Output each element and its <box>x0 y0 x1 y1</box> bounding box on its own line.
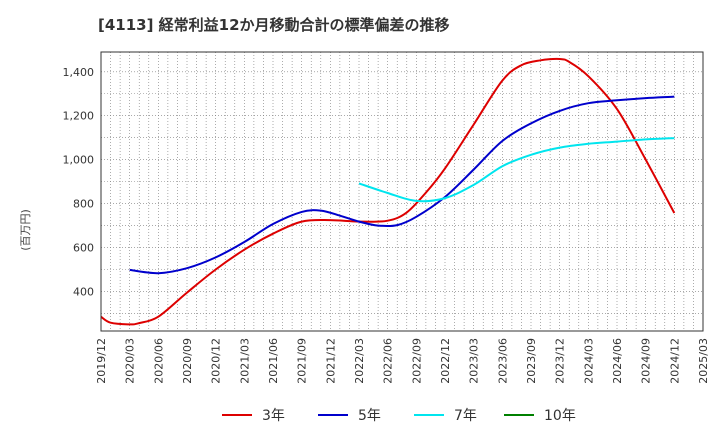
legend-label: 7年 <box>454 408 477 424</box>
legend: 3年 5年 7年 10年 <box>0 402 720 428</box>
x-tick-label: 2023/06 <box>496 338 509 384</box>
plot-frame <box>100 51 704 332</box>
x-tick-label: 2023/12 <box>554 338 567 384</box>
x-tick-label: 2022/06 <box>382 338 395 384</box>
grid <box>100 52 704 331</box>
x-tick-label: 2024/03 <box>582 338 595 384</box>
x-tick-label: 2024/06 <box>611 338 624 384</box>
legend-swatch <box>504 414 534 416</box>
x-tick-label: 2021/12 <box>324 338 337 384</box>
y-tick-label: 1,400 <box>63 66 95 79</box>
x-tick-label: 2024/12 <box>668 338 681 384</box>
legend-label: 10年 <box>544 408 576 424</box>
x-tick-label: 2023/09 <box>525 338 538 384</box>
x-tick-label: 2022/12 <box>439 338 452 384</box>
x-tick-label: 2025/03 <box>697 338 710 384</box>
x-tick-label: 2019/12 <box>95 338 108 384</box>
x-tick-label: 2021/03 <box>238 338 251 384</box>
x-tick-label: 2022/09 <box>410 338 423 384</box>
legend-item: 5年 <box>318 402 381 428</box>
x-tick-label: 2020/12 <box>210 338 223 384</box>
legend-label: 5年 <box>358 408 381 424</box>
legend-item: 10年 <box>504 402 576 428</box>
legend-swatch <box>414 414 444 416</box>
legend-swatch <box>318 414 348 416</box>
legend-label: 3年 <box>262 408 285 424</box>
x-tick-label: 2024/09 <box>640 338 653 384</box>
x-tick-label: 2020/06 <box>152 338 165 384</box>
y-tick-label: 1,000 <box>63 154 95 167</box>
legend-item: 3年 <box>222 402 285 428</box>
x-tick-labels: 2019/12 2020/03 2020/06 2020/09 2020/12 2021/… <box>95 338 710 384</box>
x-tick-label: 2022/03 <box>353 338 366 384</box>
series-line-1 <box>100 57 676 326</box>
y-tick-label: 600 <box>73 242 94 255</box>
y-tick-label: 800 <box>73 198 94 211</box>
y-tick-labels: 400 600 800 1,000 1,200 1,400 <box>63 66 95 299</box>
series-line-3 <box>358 137 675 203</box>
x-tick-label: 2020/09 <box>181 338 194 384</box>
chart-title: [4113] 経常利益12か月移動合計の標準偏差の推移 <box>98 16 450 34</box>
legend-swatch <box>222 414 252 416</box>
x-tick-label: 2021/06 <box>267 338 280 384</box>
x-tick-label: 2023/03 <box>468 338 481 384</box>
series-layer <box>100 57 676 326</box>
x-tick-label: 2021/09 <box>296 338 309 384</box>
series-line-2 <box>129 95 675 275</box>
legend-item: 7年 <box>414 402 477 428</box>
y-tick-label: 400 <box>73 285 94 298</box>
y-tick-label: 1,200 <box>63 110 95 123</box>
x-tick-label: 2020/03 <box>124 338 137 384</box>
